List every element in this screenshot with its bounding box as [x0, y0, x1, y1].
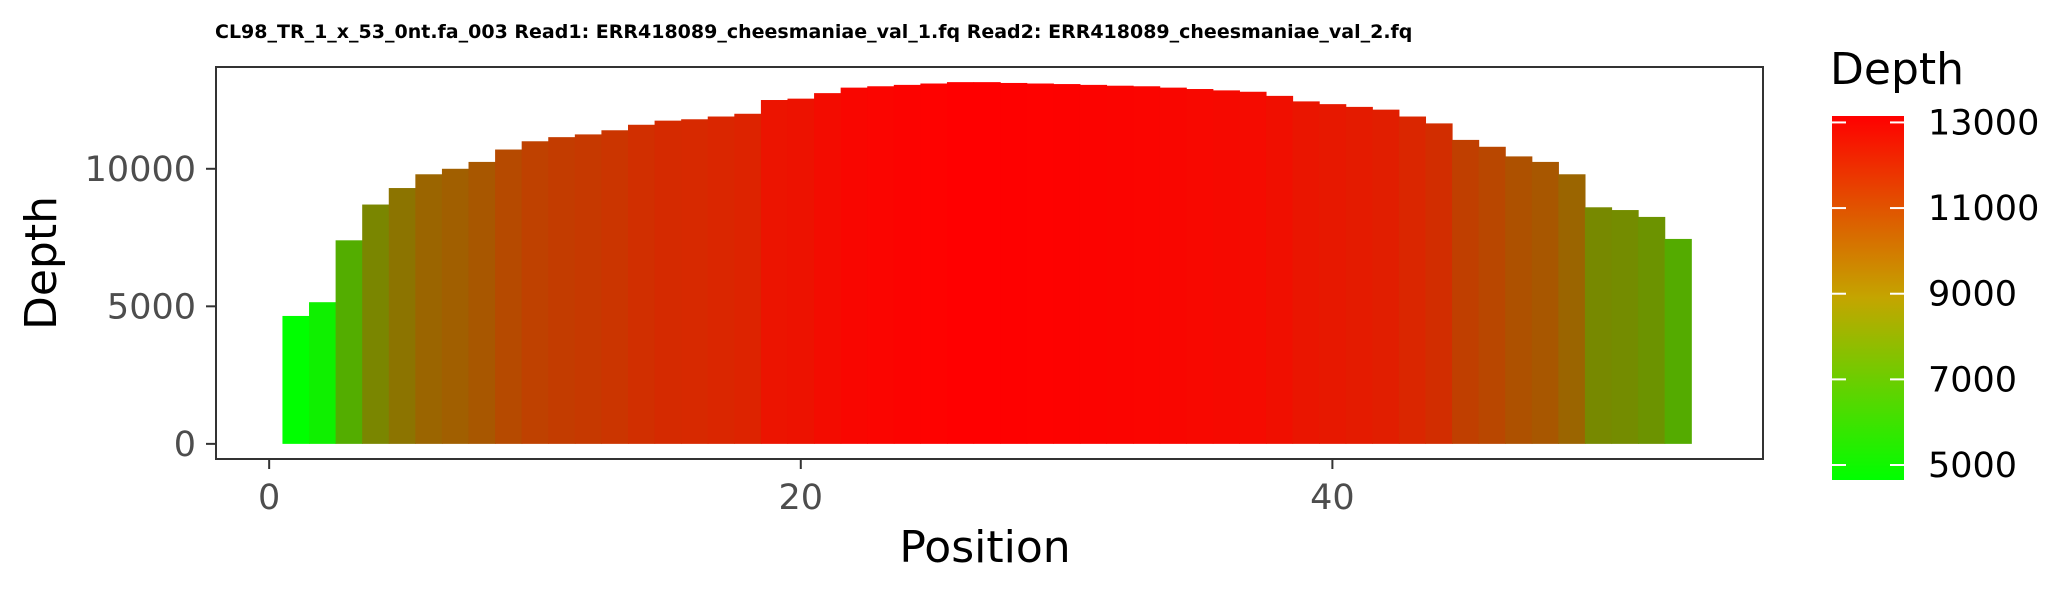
depth-bar	[867, 86, 895, 444]
depth-bar	[1026, 83, 1054, 444]
depth-bar	[1239, 91, 1267, 444]
legend-label: 7000	[1928, 360, 2017, 400]
depth-bar	[521, 141, 549, 444]
depth-bar	[1319, 104, 1347, 444]
depth-bar	[814, 93, 842, 444]
legend-ticks: 5000 7000 9000 11000 13000	[1832, 103, 2039, 486]
y-tick-label: 0	[174, 425, 196, 465]
y-tick-label: 5000	[107, 287, 196, 327]
legend-label: 9000	[1928, 275, 2017, 315]
depth-bar	[1638, 216, 1666, 444]
depth-bar	[1452, 139, 1480, 444]
legend-colorbar	[1832, 116, 1904, 480]
depth-bar	[787, 98, 815, 444]
depth-bar	[1531, 161, 1559, 444]
depth-bar	[707, 116, 735, 444]
depth-bar	[920, 83, 948, 444]
depth-bar	[1265, 95, 1294, 444]
depth-bar	[415, 174, 443, 444]
depth-bar	[1079, 84, 1108, 444]
x-axis: 0 20 40	[258, 459, 1355, 518]
depth-bar	[1345, 106, 1373, 444]
y-tick-label: 10000	[85, 150, 196, 190]
bars-group	[282, 82, 1692, 444]
depth-bar	[1106, 85, 1134, 444]
x-axis-title: Position	[899, 522, 1070, 573]
depth-bar	[734, 113, 762, 444]
legend-label: 5000	[1928, 446, 2017, 486]
depth-bar	[1584, 207, 1613, 444]
x-tick-label: 20	[779, 478, 824, 518]
depth-bar	[946, 82, 975, 444]
depth-bar	[1664, 238, 1692, 444]
depth-bar	[1212, 90, 1240, 444]
depth-bar	[362, 204, 390, 444]
depth-bar	[1292, 101, 1320, 444]
depth-bar	[495, 149, 523, 444]
plot-panel-border	[215, 66, 1764, 460]
depth-bar	[309, 302, 337, 444]
depth-bar	[1478, 146, 1506, 444]
depth-bar	[654, 120, 682, 444]
depth-bar	[574, 134, 603, 444]
depth-bar	[441, 168, 470, 444]
depth-bar	[1398, 116, 1427, 444]
depth-bar	[681, 119, 709, 444]
depth-bar	[1053, 84, 1081, 444]
x-tick-label: 40	[1310, 478, 1355, 518]
depth-bar	[548, 137, 576, 444]
legend-title: Depth	[1830, 44, 1964, 95]
legend-label: 13000	[1928, 103, 2039, 143]
depth-bar	[1611, 210, 1639, 444]
depth-bar	[1425, 123, 1453, 444]
y-axis-title: Depth	[16, 196, 67, 330]
depth-bar	[388, 188, 416, 444]
depth-bar	[760, 100, 789, 444]
depth-bar	[601, 130, 629, 444]
depth-bar	[1505, 156, 1533, 444]
depth-bar	[1372, 109, 1400, 444]
legend-label: 11000	[1928, 189, 2039, 229]
depth-bar	[1133, 86, 1161, 444]
depth-bar	[1000, 82, 1028, 444]
depth-bar	[840, 87, 868, 444]
depth-bar	[628, 124, 656, 444]
depth-bar	[468, 161, 496, 444]
chart-title: CL98_TR_1_x_53_0nt.fa_003 Read1: ERR4180…	[215, 21, 1412, 43]
depth-bar	[1558, 174, 1586, 444]
color-legend: Depth 5000 7000 9000 11000 13000	[1830, 44, 2039, 486]
x-tick-label: 0	[258, 478, 280, 518]
y-axis: 0 5000 10000	[85, 150, 216, 465]
depth-bar	[1186, 89, 1214, 444]
depth-bar	[1159, 87, 1187, 444]
depth-bar	[335, 240, 363, 444]
depth-bar	[282, 315, 310, 444]
depth-bar	[973, 82, 1001, 444]
depth-bar	[893, 84, 921, 444]
